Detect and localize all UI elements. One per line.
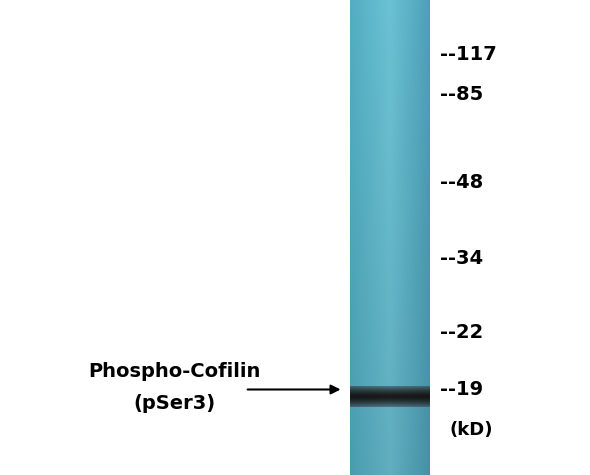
Text: (kD): (kD) xyxy=(450,421,493,439)
Text: --48: --48 xyxy=(440,173,483,192)
Text: --22: --22 xyxy=(440,323,483,342)
Text: --34: --34 xyxy=(440,249,483,268)
Text: --85: --85 xyxy=(440,86,483,104)
Text: --117: --117 xyxy=(440,45,496,64)
Text: --19: --19 xyxy=(440,380,483,399)
Text: (pSer3): (pSer3) xyxy=(133,394,215,413)
Text: Phospho-Cofilin: Phospho-Cofilin xyxy=(88,362,260,381)
